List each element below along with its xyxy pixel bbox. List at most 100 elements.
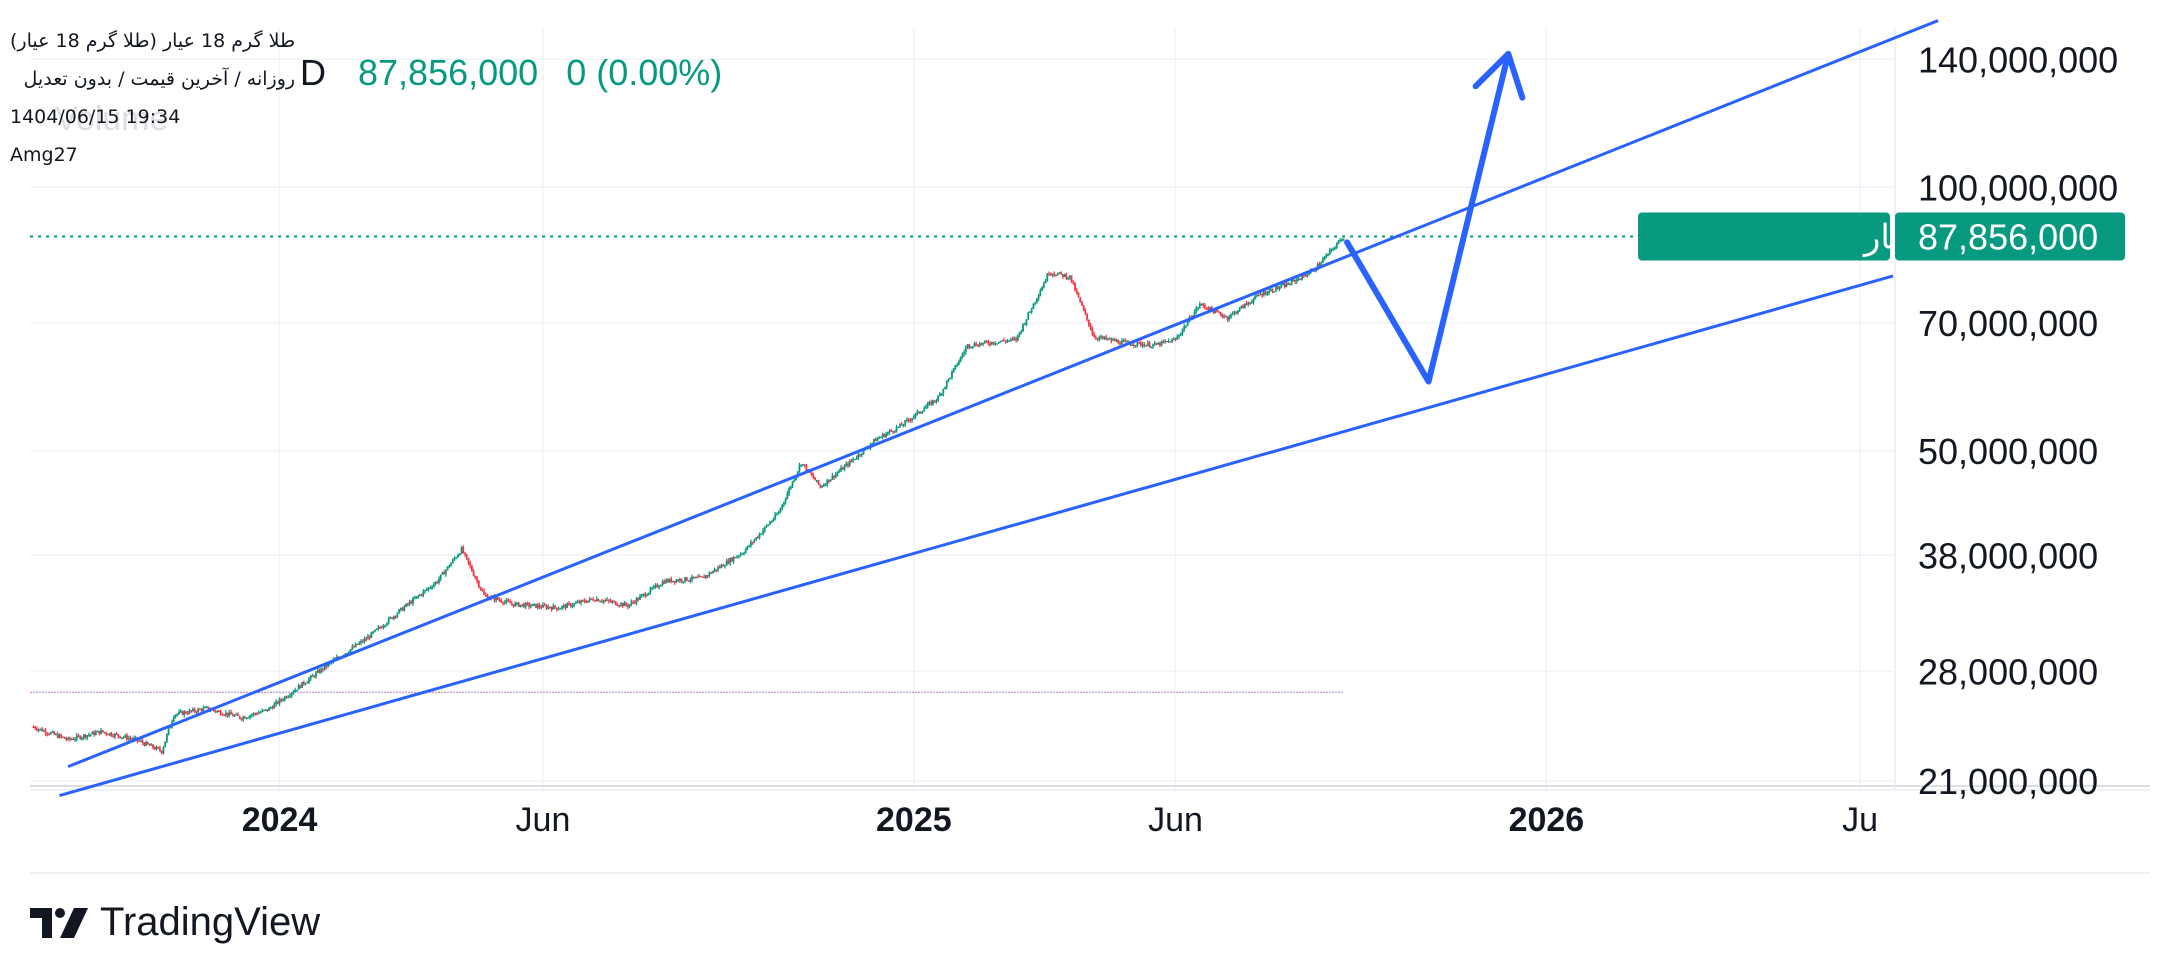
x-tick-label: 2024 [242,801,318,839]
candle-body [354,643,357,647]
candle-body [108,733,111,735]
candle-body [814,477,816,481]
candle [1283,281,1286,289]
candle [455,556,458,560]
candle-body [524,603,527,608]
candle [1067,276,1069,281]
candle [588,596,591,603]
candle [1231,311,1234,316]
candle-body [666,579,669,582]
candle-body [451,559,454,564]
candle [460,546,463,555]
candle [448,564,451,568]
candle [828,479,830,484]
candle-body [881,434,884,437]
candle [294,687,297,693]
candle-body [1108,338,1111,340]
candle [269,706,272,710]
candle-body [888,430,891,433]
candle-body [956,364,959,366]
candle-body [1259,294,1262,296]
candle [852,457,855,463]
candle-body [419,594,421,596]
candle-body [1041,287,1043,291]
candle [528,601,531,610]
candle-body [39,728,42,730]
candle [521,604,524,608]
x-axis[interactable]: 2024 Jun 2025 Jun 2026 Ju [242,801,1878,839]
drawings[interactable] [59,19,1939,798]
candle-body [280,699,283,701]
lower-channel-line[interactable] [59,274,1894,798]
candle [1150,346,1153,349]
candle-body [351,646,354,650]
upper-channel-line[interactable] [67,19,1939,769]
candle-body [1164,341,1167,343]
candle-body [1171,339,1173,343]
candle [1299,278,1302,281]
candle-body [880,436,882,439]
candle-body [214,710,217,712]
candle [266,709,269,713]
candle-body [166,734,168,742]
y-axis[interactable]: 140,000,000 100,000,000 70,000,000 50,000,0… [1918,39,2118,802]
candle [523,602,525,608]
candle-body [1323,257,1326,260]
candle [533,603,536,607]
symbol-title[interactable]: طلا گرم 18 عیار (طلا گرم 18 عیار) [10,30,296,52]
author-name[interactable]: Amg27 [10,144,78,166]
candle-body [432,584,435,588]
candle-body [578,601,581,604]
candle-body [824,484,827,486]
candle-body [1334,247,1336,249]
candle [772,517,775,522]
candle [774,511,777,521]
candle [205,705,208,708]
candle-body [107,734,109,736]
candle-body [555,607,558,610]
candle-body [53,731,56,735]
candle-body [75,735,78,740]
candle-body [796,471,799,476]
candle [689,577,692,584]
candle [1126,339,1128,343]
candle [1105,334,1108,341]
candle [607,599,610,604]
candle [233,714,236,717]
candle [91,731,94,735]
forecast-path[interactable] [1344,50,1512,385]
candle-body [1086,313,1089,320]
candle-body [750,542,752,546]
candle [1271,288,1274,294]
candle-body [358,642,361,645]
candle-body [91,731,94,735]
candle [1337,239,1340,245]
candle [389,616,392,619]
candle-body [133,737,135,740]
candle [897,426,900,429]
candle [375,628,378,631]
candle-body [63,737,66,739]
candle [458,553,461,556]
candle [1044,278,1047,284]
candle [682,581,685,584]
interval-label[interactable]: D [300,52,326,93]
candle-body [1283,283,1286,288]
candle-body [616,604,619,607]
candle [779,507,782,514]
candle [985,339,988,344]
candle [1025,319,1028,327]
candle-body [1295,278,1298,282]
candle [146,741,149,745]
candle [654,583,657,589]
candle [1049,272,1052,276]
candle-body [391,617,394,619]
candle [886,431,889,436]
candle [323,665,326,671]
tradingview-logo[interactable]: TradingView [30,900,320,945]
candle-body [940,393,943,396]
candle [840,465,842,473]
candle [1030,307,1033,314]
candle [1174,337,1177,342]
